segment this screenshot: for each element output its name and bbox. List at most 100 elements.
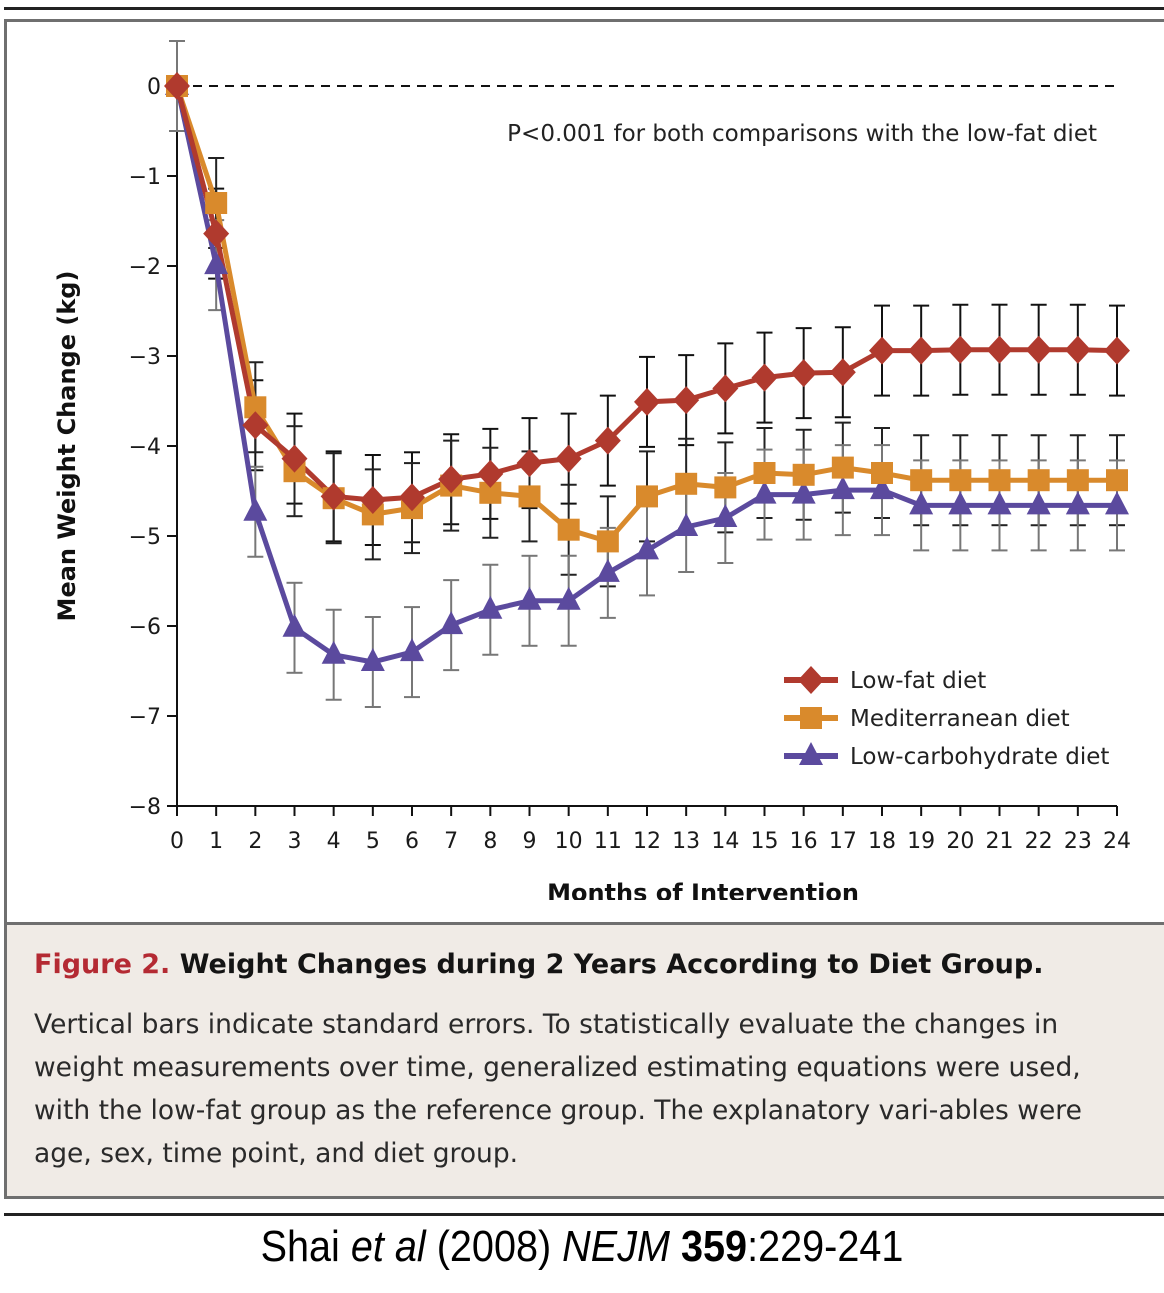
data-point-diamond bbox=[203, 219, 230, 248]
legend-marker-square bbox=[800, 707, 822, 729]
citation-author: Shai bbox=[260, 1222, 351, 1271]
y-tick-label: 0 bbox=[147, 75, 161, 100]
data-point-diamond bbox=[673, 386, 700, 415]
y-tick-label: −3 bbox=[129, 345, 161, 370]
data-point-diamond bbox=[281, 444, 308, 473]
data-point-diamond bbox=[869, 336, 895, 365]
data-point-triangle bbox=[1026, 491, 1051, 515]
top-rule bbox=[4, 7, 1164, 10]
x-tick-label: 11 bbox=[594, 829, 622, 854]
data-point-diamond bbox=[1104, 336, 1130, 365]
citation-etal: et al bbox=[350, 1222, 426, 1271]
x-tick-label: 3 bbox=[288, 829, 302, 854]
data-point-triangle bbox=[635, 536, 659, 560]
y-tick-label: −8 bbox=[129, 795, 161, 820]
x-tick-label: 16 bbox=[790, 829, 818, 854]
y-tick-label: −1 bbox=[129, 165, 161, 190]
legend-label: Low-fat diet bbox=[850, 668, 986, 694]
data-point-triangle bbox=[282, 613, 307, 637]
data-point-square bbox=[557, 518, 580, 541]
caption-title: Figure 2. Weight Changes during 2 Years … bbox=[34, 949, 1043, 980]
legend: Low-fat diet Mediterranean diet Low-carboh… bbox=[784, 666, 1109, 770]
x-tick-label: 7 bbox=[444, 829, 458, 854]
data-point-square bbox=[596, 530, 619, 553]
data-point-square bbox=[636, 485, 658, 508]
data-point-triangle bbox=[752, 480, 777, 504]
data-point-square bbox=[714, 476, 737, 499]
y-tick-label: −4 bbox=[129, 435, 161, 460]
data-point-square bbox=[871, 462, 893, 484]
data-point-diamond bbox=[712, 374, 739, 403]
data-point-triangle bbox=[791, 480, 816, 504]
x-tick-label: 12 bbox=[633, 829, 661, 854]
data-point-square bbox=[205, 192, 228, 214]
data-point-square bbox=[988, 469, 1011, 492]
data-point-triangle bbox=[517, 586, 542, 610]
series-markers bbox=[164, 72, 1130, 671]
data-point-square bbox=[1027, 469, 1050, 492]
data-point-square bbox=[949, 469, 972, 492]
data-point-triangle bbox=[713, 504, 738, 527]
citation: Shai et al (2008) NEJM 359:229-241 bbox=[58, 1222, 1106, 1272]
data-point-diamond bbox=[477, 459, 504, 488]
data-point-diamond bbox=[829, 358, 856, 387]
y-tick-label: −2 bbox=[129, 255, 161, 280]
data-point-triangle bbox=[909, 491, 934, 515]
citation-journal: NEJM bbox=[562, 1222, 670, 1271]
legend-marker-triangle bbox=[799, 742, 823, 765]
data-point-triangle bbox=[204, 251, 229, 275]
x-tick-label: 24 bbox=[1103, 829, 1131, 854]
figure-frame: Figure 2. Weight Changes during 2 Years … bbox=[4, 19, 1164, 1199]
data-point-triangle bbox=[595, 558, 620, 582]
data-point-square bbox=[831, 456, 854, 479]
data-point-diamond bbox=[908, 336, 935, 365]
data-point-diamond bbox=[164, 72, 190, 100]
data-point-square bbox=[518, 485, 541, 508]
data-point-diamond bbox=[516, 449, 543, 478]
data-point-triangle bbox=[1065, 491, 1090, 515]
y-tick-label: −7 bbox=[129, 705, 161, 730]
x-tick-label: 20 bbox=[946, 829, 974, 854]
caption-box: Figure 2. Weight Changes during 2 Years … bbox=[7, 922, 1164, 1196]
data-point-square bbox=[361, 503, 384, 526]
citation-year: (2008) bbox=[425, 1222, 563, 1271]
data-point-square bbox=[479, 481, 502, 504]
data-point-triangle bbox=[360, 648, 385, 671]
x-tick-label: 18 bbox=[868, 829, 896, 854]
x-tick-label: 4 bbox=[327, 829, 341, 854]
data-point-triangle bbox=[1105, 491, 1129, 515]
citation-pages: :229-241 bbox=[747, 1222, 904, 1271]
citation-volume: 359 bbox=[669, 1222, 748, 1271]
data-point-diamond bbox=[359, 486, 386, 514]
x-tick-label: 10 bbox=[555, 829, 583, 854]
x-tick-label: 22 bbox=[1025, 829, 1053, 854]
data-point-square bbox=[910, 469, 933, 492]
data-point-square bbox=[244, 396, 267, 419]
x-tick-label: 13 bbox=[672, 829, 700, 854]
chart: 0−1−2−3−4−5−6−7−80 1 2 3 4 5 6 7 8 9 10 11 12 13 14 15 1… bbox=[53, 40, 1131, 900]
x-tick-label: 17 bbox=[829, 829, 857, 854]
x-tick-label: 15 bbox=[751, 829, 779, 854]
data-point-diamond bbox=[399, 483, 425, 512]
legend-label: Low-carbohydrate diet bbox=[850, 744, 1109, 770]
data-point-square bbox=[753, 462, 776, 484]
data-point-diamond bbox=[751, 363, 778, 392]
legend-marker-diamond bbox=[798, 666, 824, 694]
data-point-triangle bbox=[400, 638, 424, 662]
x-tick-label: 1 bbox=[209, 829, 223, 854]
data-point-triangle bbox=[674, 513, 699, 536]
axes: 0−1−2−3−4−5−6−7−80 1 2 3 4 5 6 7 8 9 10 11 12 13 14 15 1… bbox=[129, 42, 1131, 854]
data-point-triangle bbox=[478, 595, 503, 619]
data-point-square bbox=[792, 463, 815, 486]
data-point-square bbox=[675, 472, 698, 495]
data-point-square bbox=[1106, 469, 1128, 492]
data-point-diamond bbox=[242, 411, 269, 440]
x-axis-title: Months of Intervention bbox=[547, 879, 859, 900]
data-point-diamond bbox=[986, 335, 1013, 364]
data-point-diamond bbox=[947, 335, 974, 364]
y-tick-label: −6 bbox=[129, 615, 161, 640]
data-point-triangle bbox=[321, 640, 346, 664]
data-point-triangle bbox=[870, 476, 894, 500]
data-point-triangle bbox=[830, 476, 855, 500]
data-point-triangle bbox=[243, 497, 268, 521]
